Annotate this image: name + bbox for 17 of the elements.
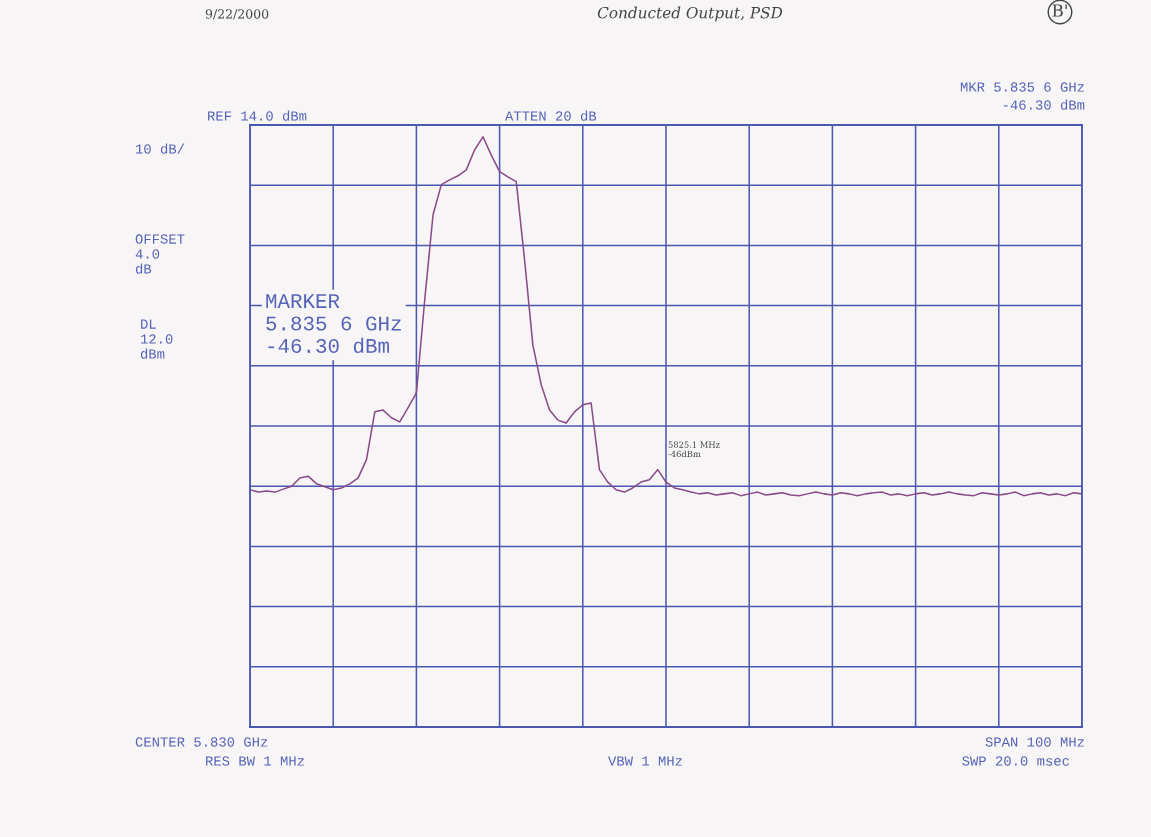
chart-title: Conducted Output, PSD [597,6,783,22]
text: ATTEN 20 dB [505,110,597,121]
text: SWP 20.0 msec [962,756,1069,766]
text: MKR 5.835 6 GHz [960,82,1084,92]
annotation: MARKER 5.835 6 GHz -46.30 dBm [266,294,401,354]
text: 10 dB/ [136,143,185,154]
text: RES BW 1 MHz [206,756,304,766]
text: SPAN 100 MHz [985,737,1084,747]
text: CENTER 5.830 GHz [135,737,268,747]
text: -46.30 dBm [1003,99,1085,110]
text: VBW 1 MHz [608,756,682,766]
text: 9/22/2000 [205,9,269,20]
text: REF 14.0 dBm [208,110,307,121]
text: DL 12.0 dBm [140,319,173,359]
text: OFFSET 4.0 dB [135,234,185,274]
text: B' [1052,4,1067,17]
annotation: 5825.1 MHz -46dBm [668,441,720,458]
